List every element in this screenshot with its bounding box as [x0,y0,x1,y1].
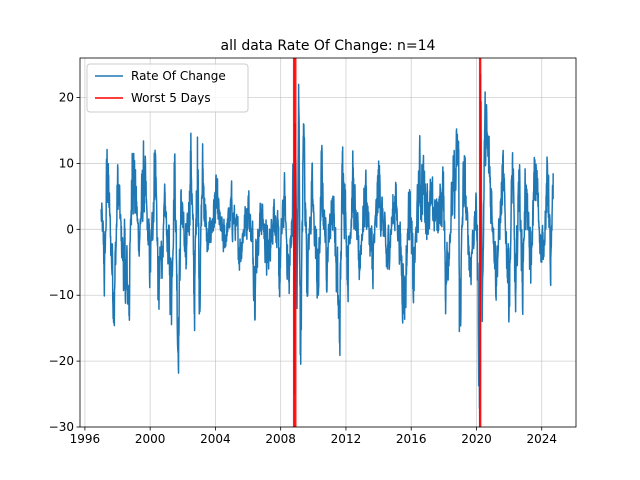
y-tick-label: 10 [59,156,74,170]
y-tick-label: −10 [49,288,74,302]
y-tick-label: 0 [66,222,74,236]
chart-title: all data Rate Of Change: n=14 [221,38,436,54]
x-tick-label: 2024 [526,432,557,446]
x-axis: 1996 2000 2004 2008 2012 2016 2020 2024 [70,427,557,446]
x-tick-label: 2020 [461,432,492,446]
legend-box [86,63,249,113]
series-layer [100,73,554,427]
legend: Rate Of Change Worst 5 Days [86,63,249,113]
plot-frame [79,57,577,428]
y-tick-label: −30 [49,420,74,434]
highlight-layer [292,58,482,427]
x-tick-label: 1996 [70,432,101,446]
x-tick-label: 2004 [200,432,231,446]
x-tick-label: 2012 [331,432,362,446]
legend-label-rate-of-change: Rate Of Change [131,69,226,83]
y-tick-label: −20 [49,354,74,368]
y-axis: −30 −20 −10 0 10 20 [49,91,80,434]
series-line-rate-of-change [100,73,554,427]
x-tick-label: 2008 [265,432,296,446]
x-tick-label: 2000 [135,432,166,446]
y-tick-label: 20 [59,91,74,105]
x-tick-label: 2016 [396,432,427,446]
legend-label-worst-days: Worst 5 Days [131,91,211,105]
